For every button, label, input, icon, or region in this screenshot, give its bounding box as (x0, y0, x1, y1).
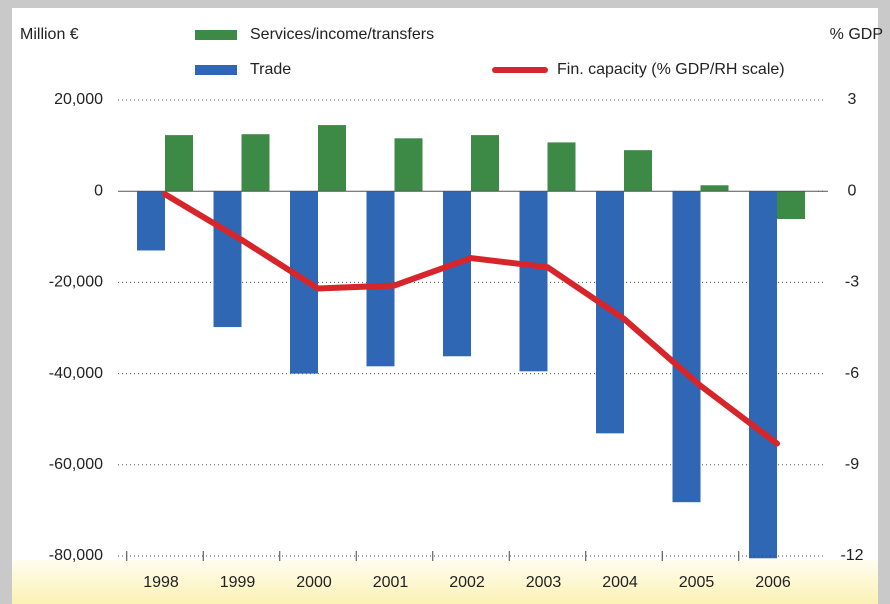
x-tick-label: 1998 (143, 574, 179, 591)
legend-label: Services/income/transfers (250, 26, 434, 43)
bar (519, 191, 548, 372)
y-tick-label: 0 (94, 182, 103, 199)
y2-tick-label: -12 (840, 547, 863, 564)
bar (241, 134, 270, 192)
y2-axis-label: % GDP (830, 26, 883, 43)
y2-tick-label: 0 (848, 182, 857, 199)
legend-label: Trade (250, 61, 291, 78)
y-axis-label: Million € (20, 26, 79, 43)
y-tick-label: -40,000 (49, 365, 103, 382)
y-tick-label: 20,000 (54, 91, 103, 108)
x-tick-label: 2000 (296, 574, 332, 591)
y-tick-label: -60,000 (49, 456, 103, 473)
x-tick-label: 2003 (526, 574, 562, 591)
y2-tick-label: -6 (845, 365, 859, 382)
bar (137, 191, 165, 251)
bar (672, 191, 701, 503)
y2-tick-label: 3 (848, 91, 857, 108)
bar (624, 150, 652, 192)
y-tick-label: -20,000 (49, 274, 103, 291)
legend-swatch (195, 30, 237, 40)
bar (165, 135, 193, 192)
x-tick-label: 2002 (449, 574, 485, 591)
x-tick-label: 2006 (755, 574, 791, 591)
bar (749, 191, 777, 559)
bar (366, 191, 395, 367)
y2-tick-label: -3 (845, 274, 859, 291)
x-tick-label: 2005 (679, 574, 715, 591)
bar (547, 142, 576, 192)
bar (471, 135, 499, 192)
bar (700, 185, 729, 192)
bar (443, 191, 471, 357)
line (162, 191, 780, 447)
axis-band (12, 560, 878, 604)
y2-tick-label: -9 (845, 456, 859, 473)
bar (777, 191, 805, 220)
legend-label: Fin. capacity (% GDP/RH scale) (557, 61, 785, 78)
bar (394, 138, 423, 192)
x-tick-label: 2001 (373, 574, 409, 591)
x-tick-label: 1999 (220, 574, 256, 591)
bar (318, 125, 346, 192)
y-tick-label: -80,000 (49, 547, 103, 564)
bar (213, 191, 242, 328)
legend-swatch (195, 65, 237, 75)
x-tick-label: 2004 (602, 574, 638, 591)
